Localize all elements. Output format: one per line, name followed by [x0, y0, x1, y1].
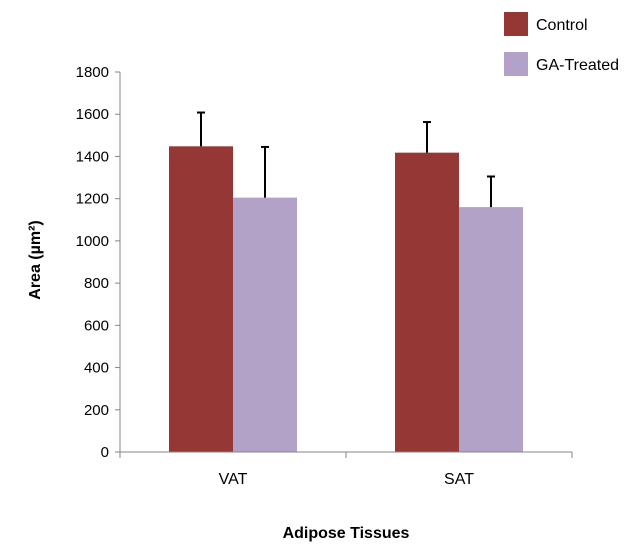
- y-tick-label: 1200: [76, 191, 109, 208]
- legend-swatch: [504, 12, 528, 36]
- x-tick-label: SAT: [444, 471, 474, 488]
- y-tick-label: 200: [84, 402, 109, 419]
- legend-label: GA-Treated: [536, 57, 619, 74]
- y-tick-label: 400: [84, 360, 109, 377]
- y-tick-label: 1400: [76, 148, 109, 165]
- y-tick-label: 1600: [76, 106, 109, 123]
- x-axis: VAT SAT: [119, 451, 573, 488]
- bar-control-sat: [395, 152, 459, 452]
- y-tick-label: 1000: [76, 233, 109, 250]
- x-tick-label: VAT: [219, 471, 248, 488]
- y-tick-label: 600: [84, 317, 109, 334]
- plot-area: [169, 111, 523, 453]
- legend: Control GA-Treated: [504, 12, 619, 76]
- y-tick-label: 1800: [76, 64, 109, 81]
- bar-ga-treated-sat: [459, 207, 523, 452]
- y-tick-label: 800: [84, 275, 109, 292]
- bar-control-vat: [169, 146, 233, 453]
- y-axis: 0 200 400 600 800 1000 1200 1400 1600 1800: [76, 64, 121, 461]
- bar-ga-treated-vat: [233, 197, 297, 452]
- y-axis-title: Area (µm²): [27, 220, 44, 299]
- legend-label: Control: [536, 17, 588, 34]
- legend-swatch: [504, 52, 528, 76]
- x-axis-title: Adipose Tissues: [283, 525, 410, 542]
- y-tick-label: 0: [101, 444, 109, 461]
